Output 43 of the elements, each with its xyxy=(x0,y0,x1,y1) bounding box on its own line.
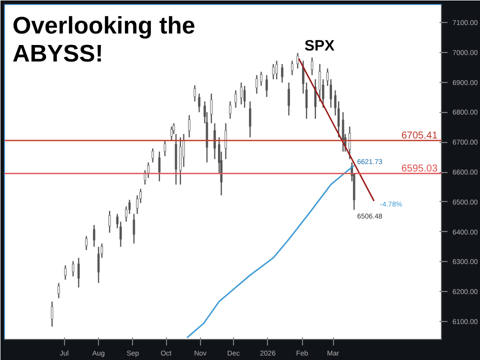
ref-line-label: 6595.03 xyxy=(401,163,438,174)
text: SPX xyxy=(304,38,335,54)
ref-line-label: 6705.41 xyxy=(401,130,438,142)
candlestick xyxy=(194,84,196,102)
candlestick xyxy=(288,82,290,116)
candlestick xyxy=(314,78,317,120)
candlestick xyxy=(97,246,100,284)
candlestick xyxy=(224,122,227,160)
candlestick xyxy=(170,126,173,142)
candlestick xyxy=(152,148,154,164)
candlestick xyxy=(240,82,242,105)
candlestick xyxy=(243,85,246,108)
candlestick xyxy=(58,282,60,299)
candlestick xyxy=(310,56,314,76)
candlestick xyxy=(266,74,268,98)
candlestick xyxy=(248,100,252,138)
candlestick xyxy=(188,114,190,138)
candlestick xyxy=(85,235,88,251)
candlestick xyxy=(108,210,111,234)
candlestick xyxy=(234,90,237,108)
candlestick xyxy=(348,126,351,160)
candlestick xyxy=(256,74,258,94)
candlestick xyxy=(214,122,216,160)
candlestick xyxy=(92,224,96,248)
candlestick xyxy=(158,151,161,182)
candlestick xyxy=(210,93,213,124)
candlestick xyxy=(291,60,294,76)
candlestick xyxy=(281,63,284,84)
line-series xyxy=(186,164,355,338)
candlestick xyxy=(132,213,136,244)
candlestick xyxy=(198,93,200,113)
candlestick xyxy=(77,257,80,288)
candlestick xyxy=(272,63,274,80)
candlestick xyxy=(64,264,66,280)
candlestick xyxy=(179,136,182,186)
candlestick xyxy=(50,300,54,328)
candlestick xyxy=(296,52,299,70)
candlestick xyxy=(260,71,262,86)
candlestick xyxy=(72,260,74,277)
candlestick xyxy=(276,60,278,80)
candlestick xyxy=(164,140,166,157)
candlestick xyxy=(229,100,232,120)
text: Overlooking the ABYSS! xyxy=(12,12,196,68)
